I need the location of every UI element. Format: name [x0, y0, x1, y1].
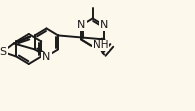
Text: NH: NH [93, 40, 108, 50]
Text: N: N [42, 52, 51, 62]
Text: N: N [100, 20, 108, 30]
Text: S: S [0, 47, 6, 57]
Text: N: N [77, 20, 86, 30]
